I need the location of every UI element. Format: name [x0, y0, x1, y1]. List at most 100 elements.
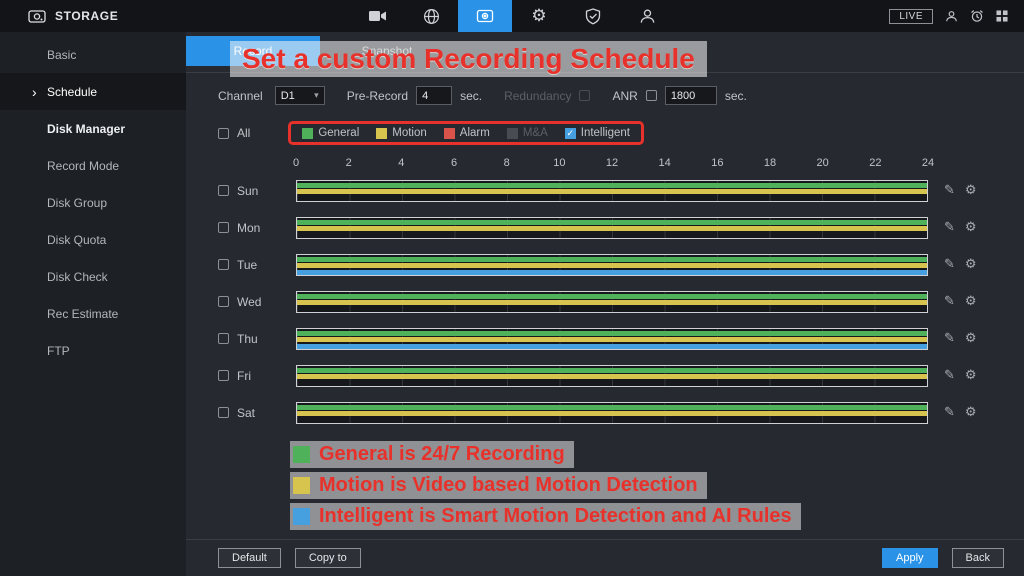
edit-pencil-icon[interactable]: ✎ [944, 257, 955, 272]
general-schedule-bar[interactable] [297, 219, 927, 225]
hour-label: 2 [345, 157, 352, 169]
all-checkbox[interactable] [218, 127, 229, 139]
day-checkbox[interactable] [218, 222, 229, 233]
day-checkbox[interactable] [218, 333, 229, 344]
settings-gear-icon[interactable]: ⚙ [964, 405, 977, 420]
motion-schedule-bar[interactable] [297, 336, 927, 342]
day-row-icons: ✎ ⚙ [944, 368, 977, 383]
intelligent-schedule-bar[interactable] [297, 269, 927, 275]
hour-label: 6 [450, 157, 458, 169]
settings-gear-icon[interactable]: ⚙ [964, 331, 977, 346]
hour-label: 18 [763, 157, 777, 169]
schedule-days: Sun ✎ ⚙ Mon ✎ ⚙ Tue ✎ ⚙ Wed [218, 172, 1024, 431]
day-checkbox[interactable] [218, 296, 229, 307]
channel-label: Channel [218, 88, 263, 103]
all-label: All [237, 126, 251, 140]
sidebar-item-disk-manager[interactable]: Disk Manager [0, 110, 186, 147]
settings-gear-icon[interactable]: ⚙ [964, 368, 977, 383]
anr-input[interactable] [664, 86, 717, 105]
legend-item-motion[interactable]: Motion [376, 127, 427, 139]
motion-schedule-bar[interactable] [297, 225, 927, 231]
motion-schedule-bar[interactable] [297, 262, 927, 268]
pre-record-unit: sec. [460, 88, 483, 103]
live-button[interactable]: LIVE [889, 8, 933, 24]
day-column: Thu [218, 332, 296, 346]
annotation-note-text: General is 24/7 Recording [319, 443, 565, 465]
day-track[interactable] [296, 216, 928, 239]
legend-item-m-a[interactable]: M&A [506, 127, 548, 139]
day-checkbox[interactable] [218, 370, 229, 381]
general-schedule-bar[interactable] [297, 293, 927, 299]
sidebar-item-schedule[interactable]: › Schedule [0, 73, 186, 110]
chevron-down-icon: ▾ [314, 90, 319, 100]
day-track[interactable] [296, 290, 928, 313]
alarm-swatch-checkbox[interactable] [443, 127, 455, 139]
sidebar-item-disk-check[interactable]: Disk Check [0, 258, 186, 295]
edit-pencil-icon[interactable]: ✎ [944, 220, 955, 235]
motion-swatch-checkbox[interactable] [376, 127, 388, 139]
general-schedule-bar[interactable] [297, 330, 927, 336]
day-checkbox[interactable] [218, 259, 229, 270]
sidebar-item-label: Basic [47, 47, 77, 62]
sidebar-item-record-mode[interactable]: Record Mode [0, 147, 186, 184]
motion-schedule-bar[interactable] [297, 373, 927, 379]
motion-schedule-bar[interactable] [297, 299, 927, 305]
sidebar-item-basic[interactable]: Basic [0, 36, 186, 73]
hour-label: 14 [658, 157, 671, 169]
nav-account[interactable] [620, 0, 674, 32]
day-track[interactable] [296, 327, 928, 350]
general-schedule-bar[interactable] [297, 256, 927, 262]
edit-pencil-icon[interactable]: ✎ [944, 368, 955, 383]
motion-schedule-bar[interactable] [297, 188, 927, 194]
day-track[interactable] [296, 364, 928, 387]
day-checkbox[interactable] [218, 185, 229, 196]
back-button[interactable]: Back [951, 548, 1004, 568]
day-track[interactable] [296, 401, 928, 424]
pre-record-input[interactable] [416, 86, 453, 105]
edit-pencil-icon[interactable]: ✎ [944, 331, 955, 346]
edit-pencil-icon[interactable]: ✎ [944, 294, 955, 309]
nav-security[interactable] [566, 0, 620, 32]
grid-view-icon[interactable] [996, 10, 1008, 22]
nav-video-camera[interactable] [350, 0, 404, 32]
settings-gear-icon[interactable]: ⚙ [964, 294, 977, 309]
sidebar-item-disk-quota[interactable]: Disk Quota [0, 221, 186, 258]
apply-button[interactable]: Apply [882, 548, 938, 568]
legend-item-intelligent[interactable]: ✓ Intelligent [564, 127, 630, 139]
annotation-notes: General is 24/7 Recording Motion is Video… [290, 441, 1024, 530]
day-track[interactable] [296, 179, 928, 202]
annotation-note-text: Intelligent is Smart Motion Detection an… [319, 505, 792, 527]
intelligent-swatch-checkbox[interactable]: ✓ [564, 127, 576, 139]
alarm-clock-icon[interactable] [970, 9, 984, 23]
anr-checkbox[interactable] [645, 90, 657, 101]
user-session-icon[interactable] [945, 10, 958, 23]
settings-gear-icon[interactable]: ⚙ [964, 257, 977, 272]
channel-select[interactable]: D1 ▾ [274, 86, 325, 105]
nav-storage[interactable] [458, 0, 512, 32]
nav-network[interactable] [404, 0, 458, 32]
general-swatch-checkbox[interactable] [302, 127, 314, 139]
sidebar-item-rec-estimate[interactable]: Rec Estimate [0, 295, 186, 332]
edit-pencil-icon[interactable]: ✎ [944, 183, 955, 198]
default-button[interactable]: Default [218, 548, 281, 568]
day-column: Fri [218, 369, 296, 383]
legend-item-general[interactable]: General [302, 127, 359, 139]
day-checkbox[interactable] [218, 407, 229, 418]
general-schedule-bar[interactable] [297, 404, 927, 410]
day-label: Tue [237, 257, 258, 272]
sidebar-item-ftp[interactable]: FTP [0, 332, 186, 369]
settings-gear-icon[interactable]: ⚙ [964, 220, 977, 235]
day-track[interactable] [296, 253, 928, 276]
edit-pencil-icon[interactable]: ✎ [944, 405, 955, 420]
legend-item-alarm[interactable]: Alarm [443, 127, 490, 139]
copy-to-button[interactable]: Copy to [294, 548, 361, 568]
nav-system-settings[interactable]: ⚙ [512, 0, 566, 32]
motion-schedule-bar[interactable] [297, 410, 927, 416]
schedule-day-row: Wed ✎ ⚙ [218, 283, 1024, 320]
sidebar-item-disk-group[interactable]: Disk Group [0, 184, 186, 221]
settings-gear-icon[interactable]: ⚙ [964, 183, 977, 198]
m-a-swatch-checkbox[interactable] [506, 127, 518, 139]
general-schedule-bar[interactable] [297, 182, 927, 188]
general-schedule-bar[interactable] [297, 367, 927, 373]
intelligent-schedule-bar[interactable] [297, 343, 927, 349]
